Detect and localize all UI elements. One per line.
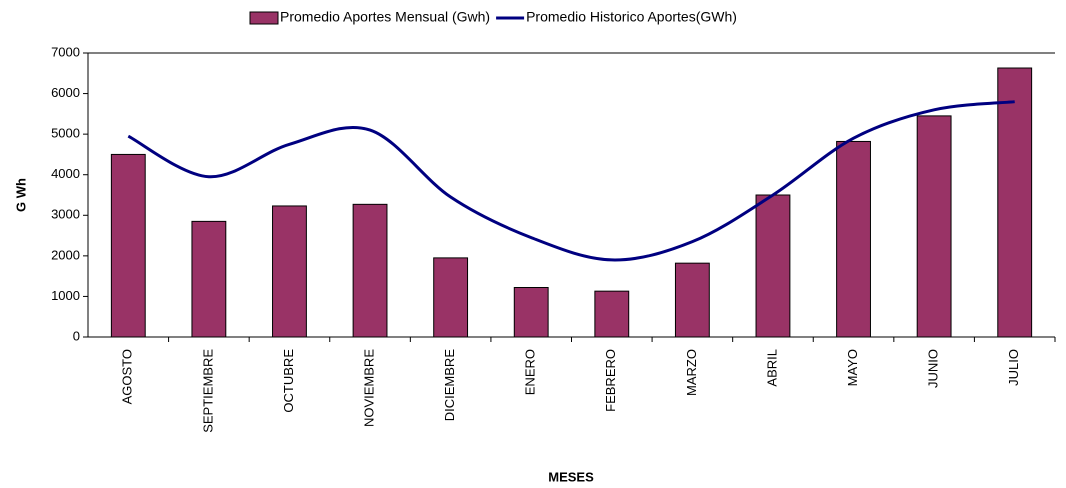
y-tick-label: 3000 — [51, 207, 80, 222]
x-tick-label: FEBRERO — [603, 349, 618, 412]
bar — [433, 257, 469, 338]
x-tick-label: JULIO — [1006, 349, 1021, 386]
bar — [513, 287, 549, 338]
legend-label: Promedio Historico Aportes(GWh) — [526, 9, 737, 25]
x-tick-label: ABRIL — [764, 349, 779, 387]
bar — [916, 115, 952, 338]
legend-swatch — [249, 11, 279, 25]
line — [127, 100, 1015, 262]
bar — [272, 205, 307, 338]
x-tick-label: SEPTIEMBRE — [200, 349, 215, 433]
y-tick-label: 1000 — [51, 288, 80, 303]
bar — [997, 67, 1033, 338]
bar — [755, 194, 791, 338]
x-tick-label: ENERO — [523, 349, 538, 395]
y-tick-label: 5000 — [51, 126, 80, 141]
y-tick-label: 4000 — [51, 166, 80, 181]
y-axis-label: G Wh — [13, 178, 28, 212]
x-tick-label: AGOSTO — [120, 349, 135, 404]
bar — [110, 153, 146, 338]
y-tick-label: 7000 — [51, 44, 80, 59]
bar — [594, 290, 630, 338]
x-tick-label: NOVIEMBRE — [361, 349, 376, 427]
bar — [836, 140, 871, 338]
bar — [674, 262, 710, 338]
x-tick-label: MAYO — [845, 349, 860, 386]
x-tick-label: JUNIO — [926, 349, 941, 388]
x-tick-label: MARZO — [684, 349, 699, 396]
bar — [191, 220, 227, 338]
y-tick-label: 2000 — [51, 247, 80, 262]
x-tick-label: DICIEMBRE — [442, 349, 457, 422]
y-tick-label: 6000 — [51, 85, 80, 100]
y-tick-label: 0 — [73, 328, 80, 343]
legend-label: Promedio Aportes Mensual (Gwh) — [280, 9, 490, 25]
bar — [352, 203, 388, 338]
x-tick-label: OCTUBRE — [281, 349, 296, 413]
x-axis-label: MESES — [548, 469, 594, 484]
